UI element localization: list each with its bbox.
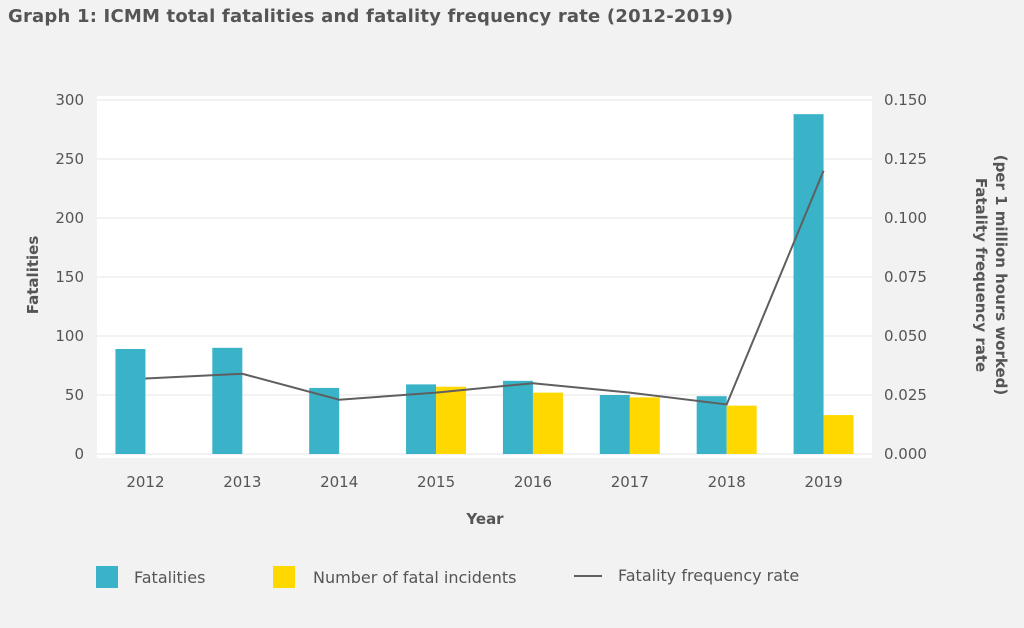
x-tick-label: 2018 — [708, 473, 746, 491]
x-tick-label: 2014 — [320, 473, 358, 491]
legend-swatch-rate — [574, 574, 602, 577]
legend-item-fatalities: Fatalities — [96, 566, 205, 588]
bar-fatalities — [696, 396, 727, 454]
line-fatality-frequency-rate — [145, 170, 825, 406]
x-tick-label: 2016 — [514, 473, 552, 491]
bar-fatalities — [212, 347, 243, 454]
y-tick-label-right: 0.050 — [884, 327, 927, 345]
rate-line-group — [145, 170, 825, 406]
bar-fatal-incidents — [726, 405, 757, 454]
bar-fatal-incidents — [436, 386, 467, 454]
y-tick-label-left: 150 — [55, 268, 84, 286]
right-axis: 0.000 0.025 0.050 0.075 0.100 0.125 0.150 — [884, 91, 927, 463]
x-axis: 2012 2013 2014 2015 2016 2017 2018 2019 — [126, 473, 842, 491]
legend-swatch-fatalities — [96, 566, 118, 588]
bar-fatalities — [115, 348, 146, 454]
y-tick-label-left: 50 — [65, 386, 84, 404]
bar-fatal-incidents — [629, 397, 660, 454]
bar-fatalities — [599, 395, 630, 454]
x-tick-label: 2017 — [611, 473, 649, 491]
x-tick-label: 2012 — [126, 473, 164, 491]
y-axis-title-left: Fatalities — [24, 236, 42, 315]
legend-label-incidents: Number of fatal incidents — [313, 567, 517, 587]
bar-fatal-incidents — [823, 415, 854, 454]
bars-group — [115, 114, 854, 454]
y-tick-label-left: 200 — [55, 209, 84, 227]
x-axis-title: Year — [465, 510, 504, 528]
y-tick-label-left: 300 — [55, 91, 84, 109]
y-tick-label-right: 0.125 — [884, 150, 927, 168]
x-tick-label: 2015 — [417, 473, 455, 491]
y-tick-label-right: 0.000 — [884, 445, 927, 463]
x-tick-label: 2013 — [223, 473, 261, 491]
left-axis: 0 50 100 150 200 250 300 — [55, 91, 84, 463]
y-tick-label-left: 0 — [74, 445, 84, 463]
bar-fatalities — [406, 384, 437, 454]
x-tick-label: 2019 — [804, 473, 842, 491]
bar-fatalities — [502, 380, 533, 454]
y-axis-title-right-line2: (per 1 million hours worked) — [992, 155, 1010, 396]
y-axis-title-right-line1: Fatality frequency rate — [972, 178, 990, 372]
chart-title: Graph 1: ICMM total fatalities and fatal… — [8, 6, 734, 27]
y-tick-label-right: 0.100 — [884, 209, 927, 227]
y-tick-label-left: 250 — [55, 150, 84, 168]
bar-fatal-incidents — [532, 392, 563, 454]
legend-item-incidents: Number of fatal incidents — [273, 566, 517, 588]
y-tick-label-right: 0.150 — [884, 91, 927, 109]
bar-fatalities — [793, 114, 824, 454]
y-tick-label-left: 100 — [55, 327, 84, 345]
legend-swatch-incidents — [273, 566, 295, 588]
y-tick-label-right: 0.075 — [884, 268, 927, 286]
legend-label-rate: Fatality frequency rate — [618, 566, 800, 585]
legend: Fatalities Number of fatal incidents Fat… — [0, 566, 1024, 594]
y-tick-label-right: 0.025 — [884, 386, 927, 404]
legend-item-rate: Fatality frequency rate — [574, 566, 799, 585]
legend-label-fatalities: Fatalities — [134, 567, 206, 587]
